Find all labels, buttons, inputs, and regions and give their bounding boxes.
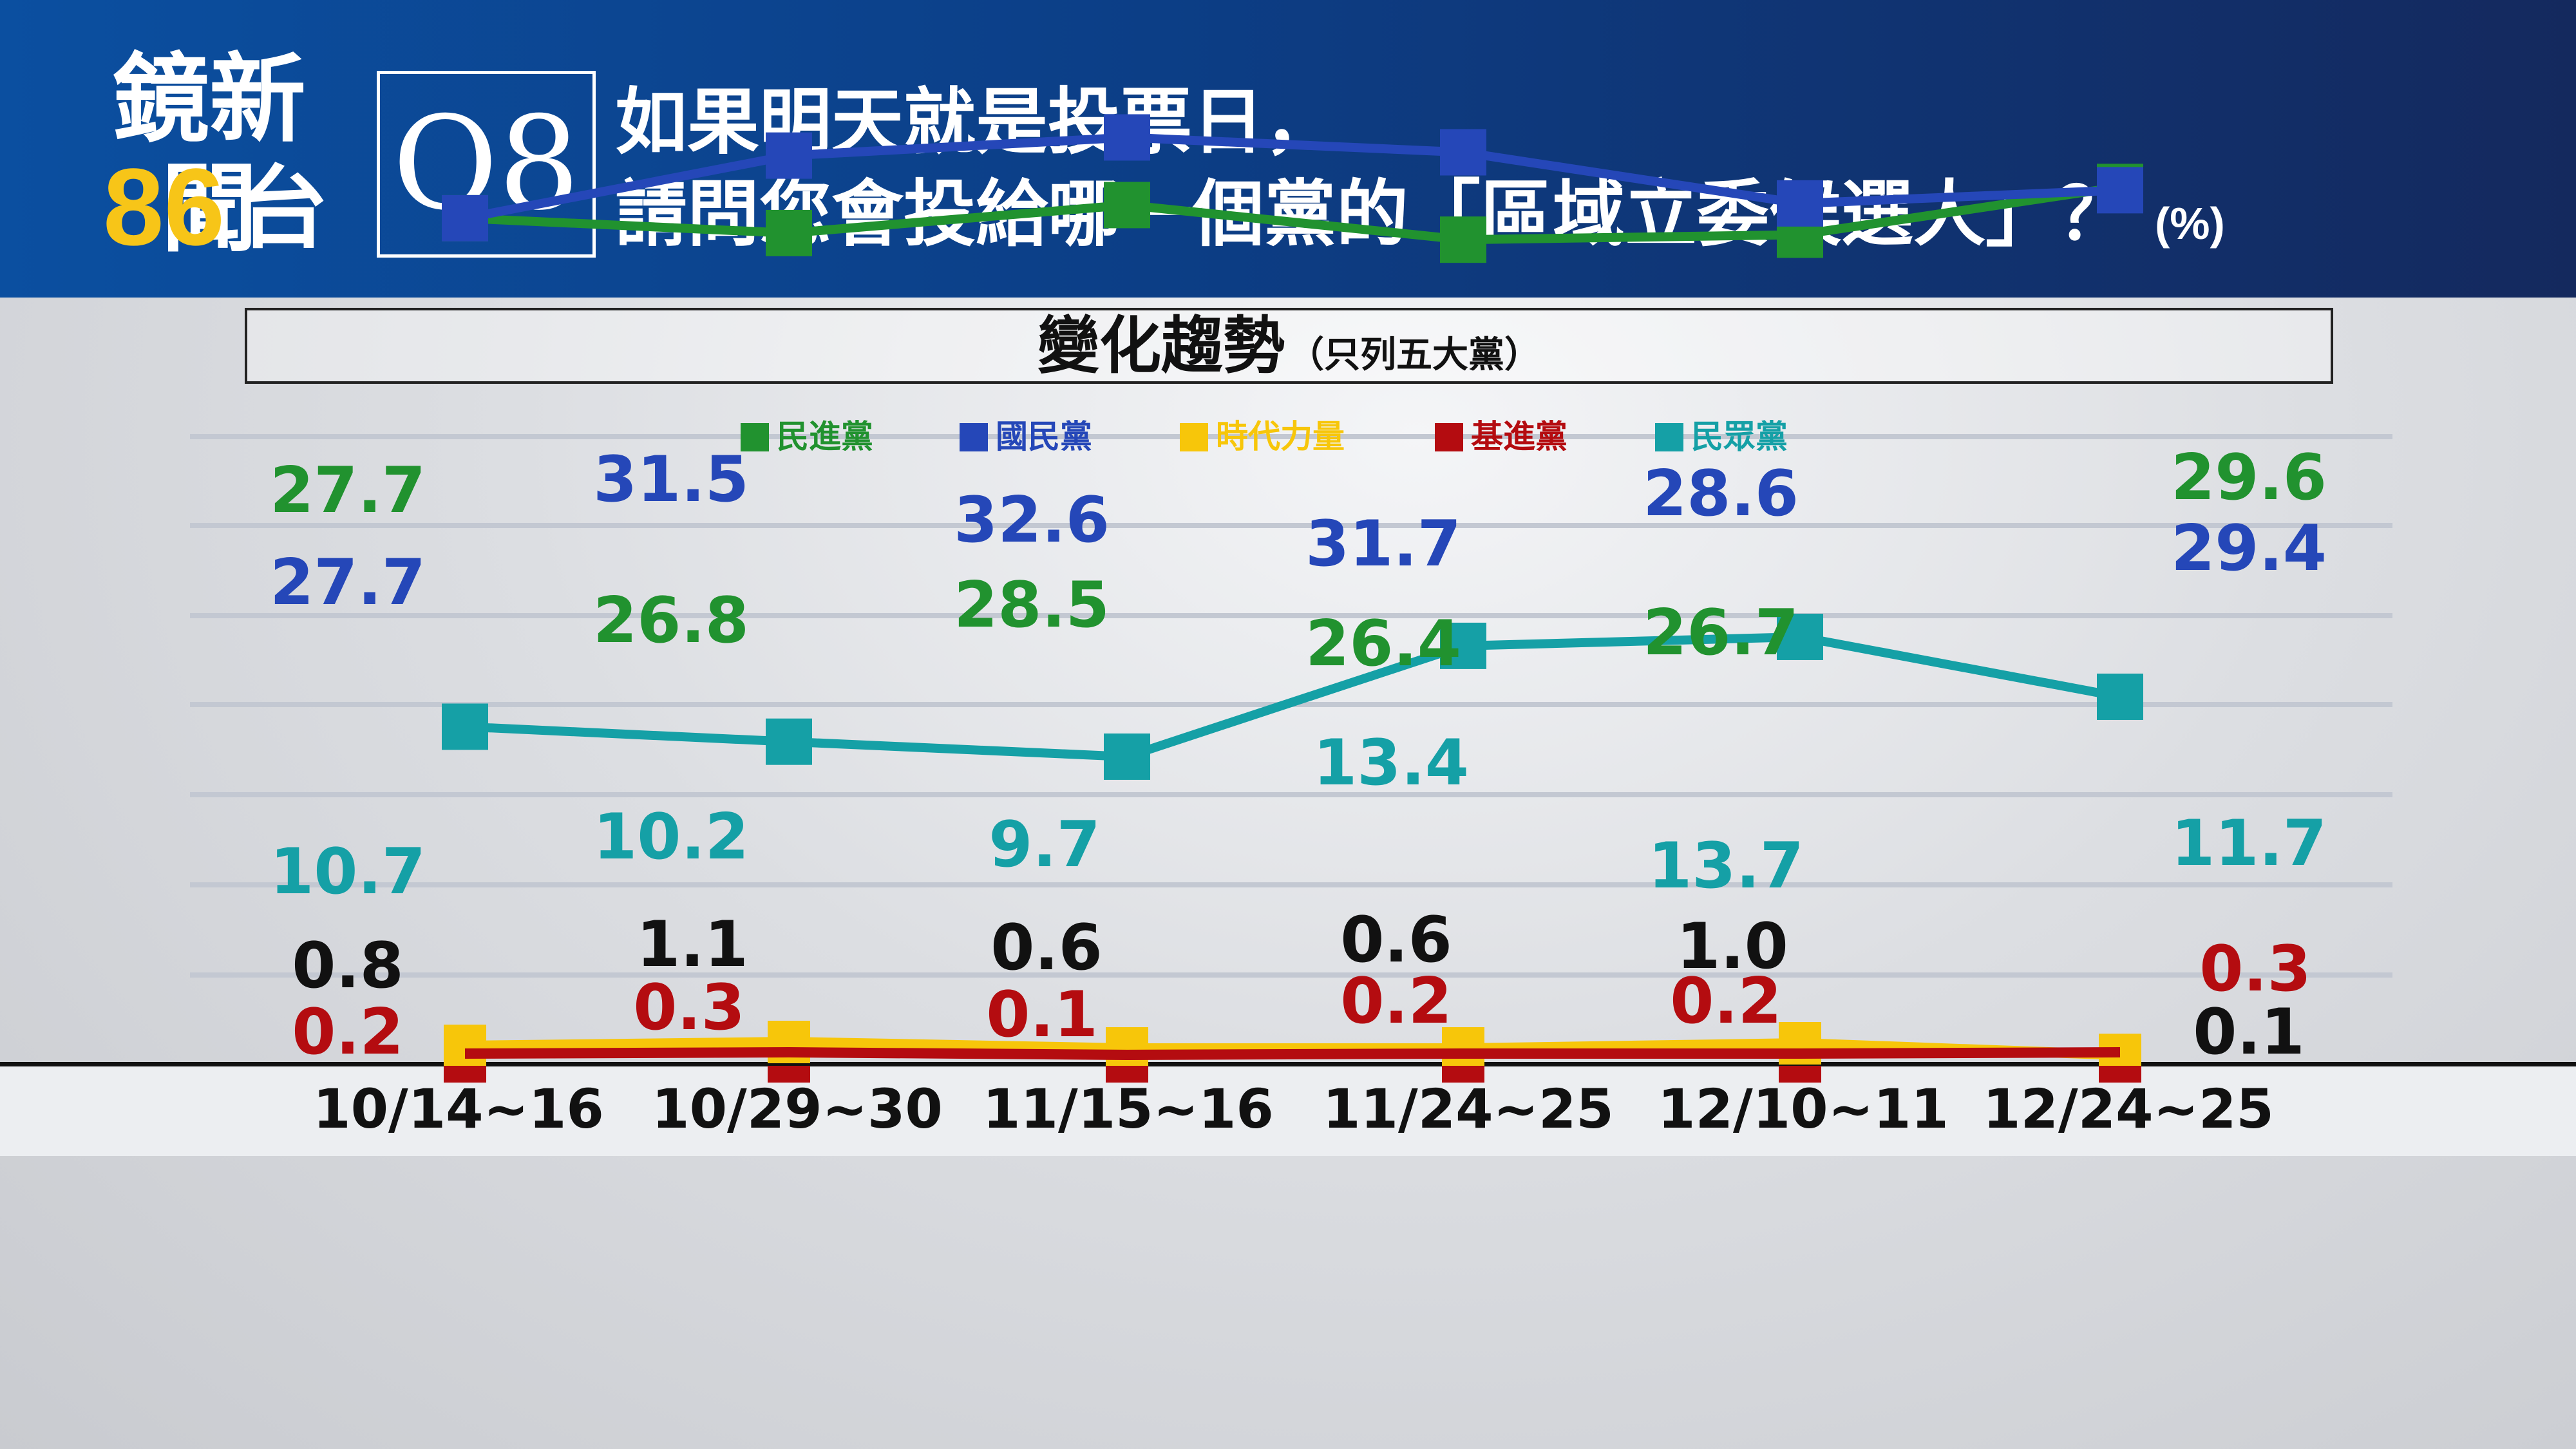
data-point-國民黨-11/15~16 bbox=[1104, 114, 1150, 161]
data-label-時代力量: 0.1 bbox=[2193, 996, 2305, 1069]
data-point-民進黨-11/24~25 bbox=[1440, 216, 1486, 263]
data-point-時代力量-10/14~16 bbox=[444, 1025, 486, 1067]
data-label-國民黨: 31.5 bbox=[593, 443, 749, 516]
series-line-民進黨 bbox=[464, 182, 2121, 245]
gridline bbox=[190, 613, 2392, 618]
data-point-基進黨-10/14~16 bbox=[444, 1066, 486, 1083]
data-point-民進黨-10/29~30 bbox=[766, 209, 812, 256]
data-point-民眾黨-10/14~16 bbox=[442, 703, 488, 750]
data-label-基進黨: 0.2 bbox=[1670, 965, 1782, 1038]
legend-swatch bbox=[1180, 423, 1208, 451]
series-line-國民黨 bbox=[464, 133, 2121, 223]
data-point-民眾黨-12/10~11 bbox=[1777, 613, 1823, 660]
legend-label: 國民黨 bbox=[996, 418, 1092, 455]
series-line-基進黨 bbox=[464, 1047, 2121, 1060]
data-label-國民黨: 28.6 bbox=[1643, 457, 1799, 531]
gridline bbox=[190, 972, 2392, 978]
data-point-民眾黨-11/15~16 bbox=[1104, 733, 1150, 780]
chart-title: 變化趨勢 bbox=[1037, 309, 1285, 382]
logo-suffix: 台 bbox=[238, 156, 329, 261]
data-label-國民黨: 31.7 bbox=[1305, 507, 1461, 581]
gridline bbox=[190, 882, 2392, 887]
data-label-基進黨: 0.3 bbox=[633, 971, 745, 1045]
data-label-基進黨: 0.2 bbox=[1340, 965, 1452, 1038]
data-label-基進黨: 0.2 bbox=[292, 996, 404, 1069]
legend-item-國民黨: 國民黨 bbox=[960, 417, 1092, 456]
data-label-民眾黨: 13.7 bbox=[1648, 829, 1804, 903]
legend-swatch bbox=[741, 423, 769, 451]
data-point-基進黨-11/24~25 bbox=[1442, 1066, 1484, 1083]
data-label-時代力量: 0.6 bbox=[990, 911, 1103, 985]
chart-subtitle: （只列五大黨） bbox=[1288, 334, 1541, 376]
data-label-民進黨: 29.6 bbox=[2171, 441, 2327, 515]
legend-item-民進黨: 民進黨 bbox=[741, 417, 873, 456]
legend-item-基進黨: 基進黨 bbox=[1435, 417, 1567, 456]
data-label-民進黨: 27.7 bbox=[270, 454, 426, 527]
header-banner: 鏡新聞 86 台 Q8 如果明天就是投票日， 請問您會投給哪一個黨的「區域立委候… bbox=[0, 0, 2576, 298]
data-point-國民黨-10/14~16 bbox=[442, 194, 488, 242]
series-line-時代力量 bbox=[464, 1037, 2121, 1060]
x-tick-label: 10/29~30 bbox=[652, 1077, 943, 1141]
data-point-基進黨-12/24~25 bbox=[2099, 1066, 2141, 1083]
data-label-國民黨: 27.7 bbox=[270, 546, 426, 620]
gridline bbox=[190, 523, 2392, 528]
x-tick-label: 11/15~16 bbox=[983, 1077, 1274, 1141]
gridline bbox=[190, 792, 2392, 797]
legend-label: 民眾黨 bbox=[1691, 418, 1788, 455]
data-label-民進黨: 28.5 bbox=[954, 569, 1110, 642]
data-label-基進黨: 0.3 bbox=[2199, 933, 2311, 1006]
data-label-民眾黨: 11.7 bbox=[2171, 807, 2327, 880]
legend-label: 基進黨 bbox=[1471, 418, 1567, 455]
data-point-時代力量-11/15~16 bbox=[1106, 1027, 1148, 1070]
unit-label: (%) bbox=[2155, 198, 2225, 249]
question-line-2-wrap: 請問您會投給哪一個黨的「區域立委候選人」？ (%) bbox=[615, 173, 2225, 265]
series-line-民眾黨 bbox=[464, 632, 2121, 761]
data-label-民進黨: 26.8 bbox=[593, 584, 749, 658]
chart-title-box: 變化趨勢 （只列五大黨） bbox=[245, 308, 2333, 384]
data-label-民進黨: 26.7 bbox=[1643, 596, 1799, 670]
data-point-民進黨-11/15~16 bbox=[1104, 182, 1150, 229]
legend-item-民眾黨: 民眾黨 bbox=[1655, 417, 1788, 456]
legend-swatch bbox=[960, 423, 988, 451]
data-label-時代力量: 0.8 bbox=[292, 929, 404, 1003]
x-tick-label: 10/14~16 bbox=[313, 1077, 604, 1141]
data-label-民進黨: 26.4 bbox=[1305, 607, 1461, 681]
data-point-國民黨-11/24~25 bbox=[1440, 129, 1486, 176]
data-point-國民黨-10/29~30 bbox=[766, 132, 812, 179]
data-point-基進黨-12/10~11 bbox=[1779, 1066, 1821, 1083]
legend-label: 時代力量 bbox=[1216, 418, 1345, 455]
data-label-時代力量: 1.0 bbox=[1676, 910, 1788, 983]
data-point-基進黨-11/15~16 bbox=[1106, 1066, 1148, 1083]
data-label-民眾黨: 9.7 bbox=[989, 808, 1101, 882]
legend-swatch bbox=[1655, 423, 1683, 451]
x-tick-label: 12/24~25 bbox=[1983, 1077, 2274, 1141]
x-axis-baseline bbox=[0, 1062, 2576, 1066]
data-label-時代力量: 1.1 bbox=[636, 908, 748, 981]
gridline bbox=[190, 434, 2392, 439]
legend-swatch bbox=[1435, 423, 1463, 451]
data-label-時代力量: 0.6 bbox=[1340, 904, 1452, 977]
data-label-民眾黨: 10.2 bbox=[593, 800, 749, 874]
legend-label: 民進黨 bbox=[777, 418, 873, 455]
data-label-民眾黨: 13.4 bbox=[1313, 726, 1469, 800]
data-point-基進黨-10/29~30 bbox=[768, 1066, 810, 1083]
data-label-國民黨: 29.4 bbox=[2171, 512, 2327, 585]
data-point-民眾黨-10/29~30 bbox=[766, 718, 812, 765]
data-point-民眾黨-12/24~25 bbox=[2097, 673, 2143, 720]
legend-item-時代力量: 時代力量 bbox=[1180, 417, 1345, 456]
data-label-民眾黨: 10.7 bbox=[270, 835, 426, 909]
data-label-基進黨: 0.1 bbox=[986, 978, 1098, 1052]
question-line-2: 請問您會投給哪一個黨的「區域立委候選人」？ bbox=[615, 172, 2130, 256]
logo-name: 鏡新聞 bbox=[112, 44, 306, 265]
data-point-民眾黨-11/24~25 bbox=[1440, 622, 1486, 669]
data-point-國民黨-12/24~25 bbox=[2097, 167, 2143, 214]
data-label-國民黨: 32.6 bbox=[954, 484, 1110, 557]
x-axis-strip bbox=[0, 1066, 2576, 1156]
x-tick-label: 11/24~25 bbox=[1323, 1077, 1614, 1141]
logo-number: 86 bbox=[103, 146, 225, 269]
x-tick-label: 12/10~11 bbox=[1658, 1077, 1949, 1141]
data-point-國民黨-12/10~11 bbox=[1777, 180, 1823, 227]
